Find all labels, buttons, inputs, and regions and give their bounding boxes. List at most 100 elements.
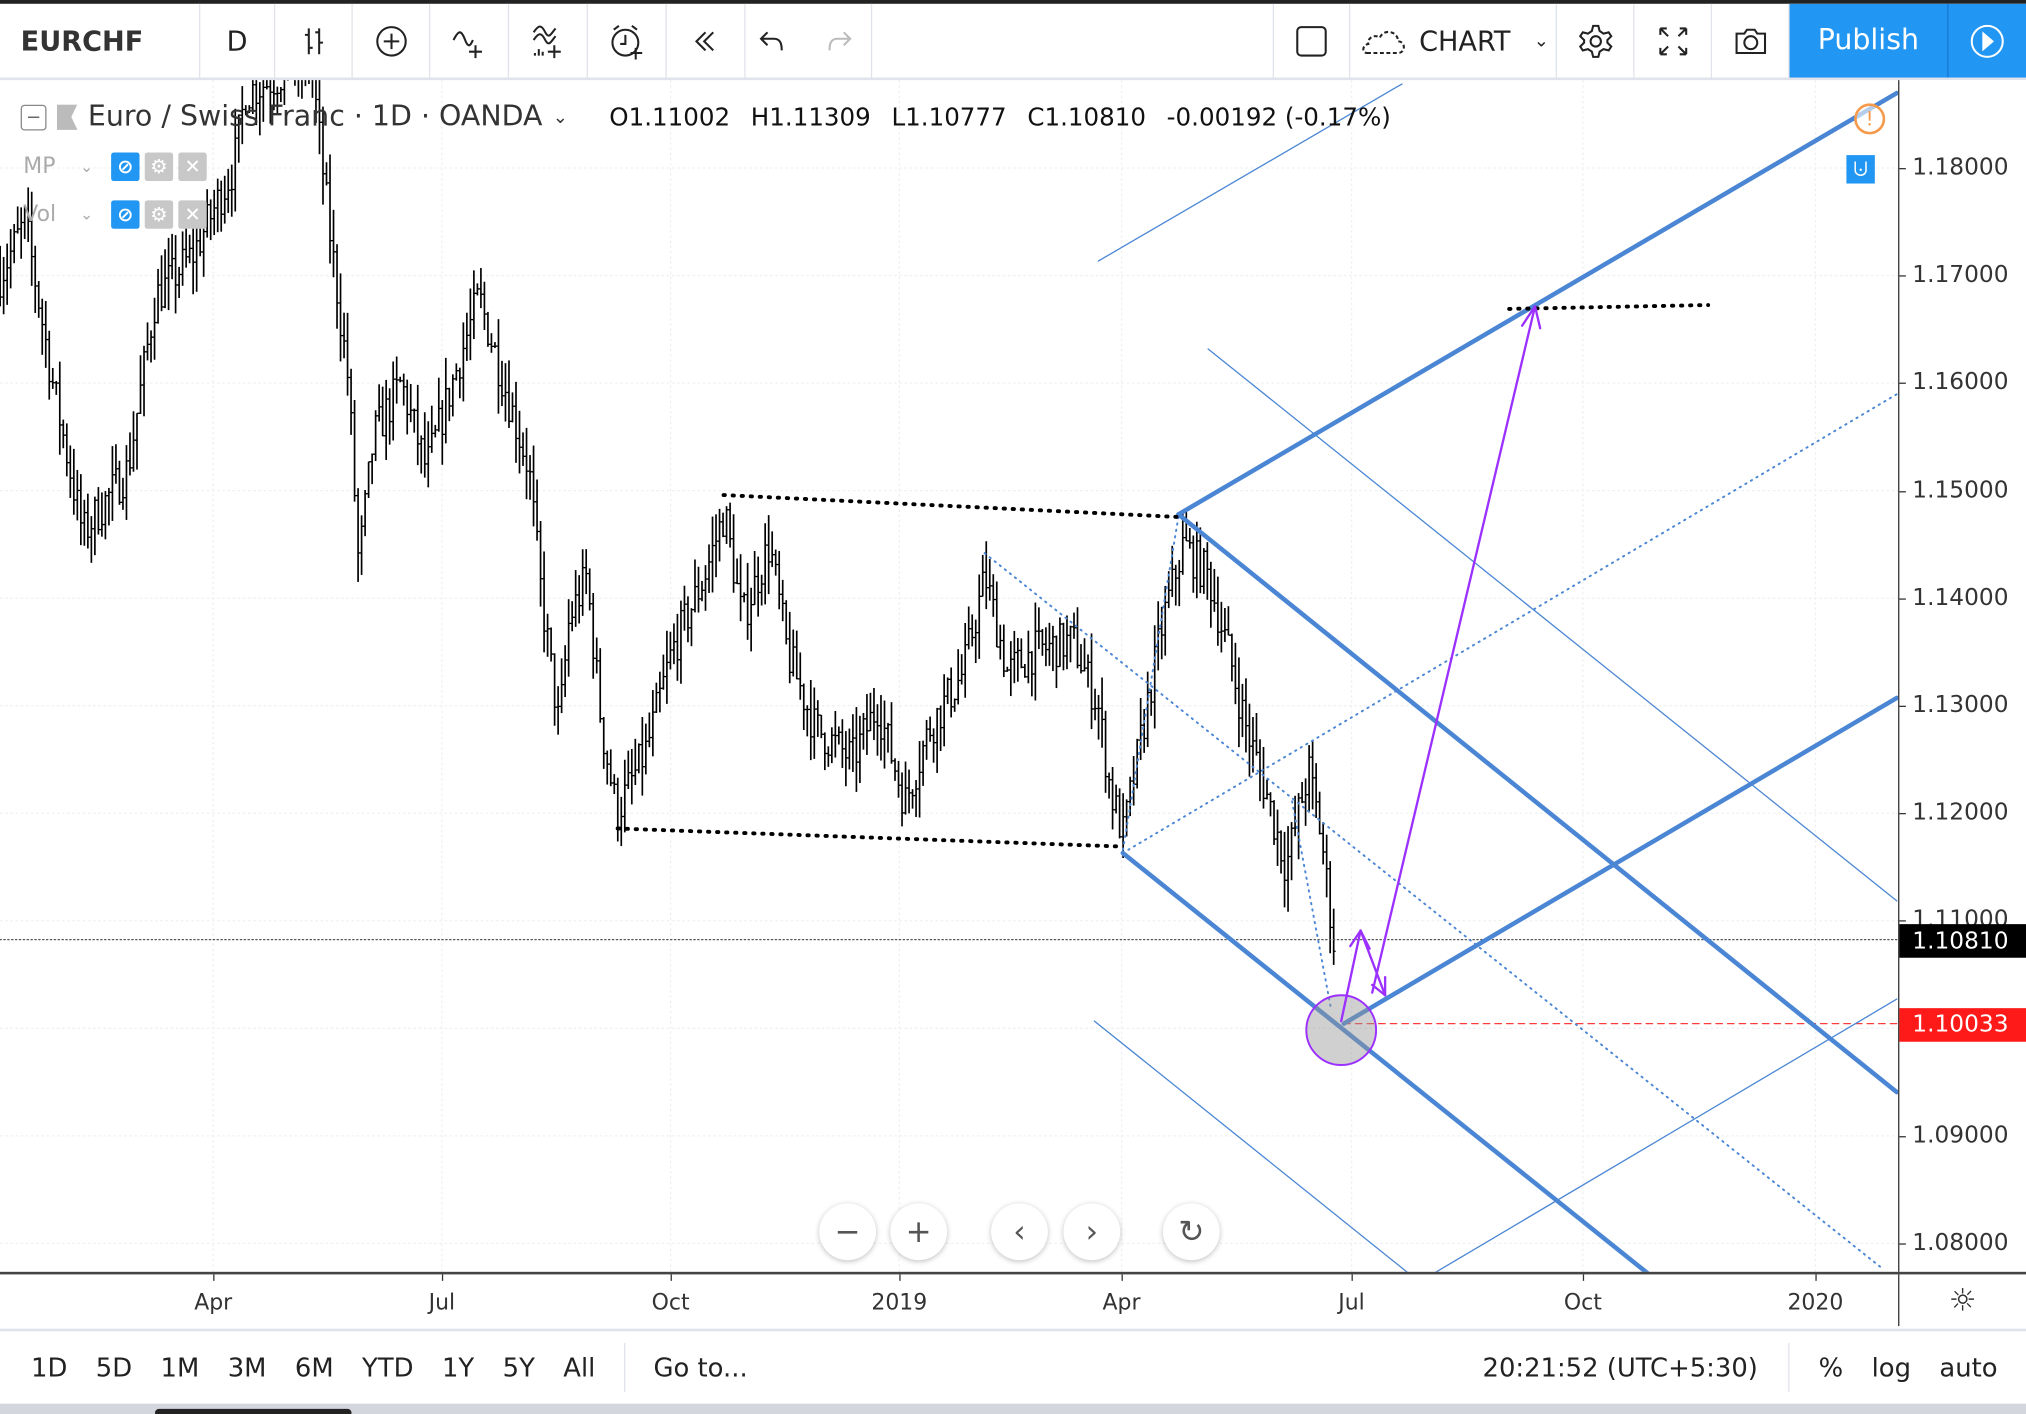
arrow-head-icon [1349,929,1362,948]
play-circle-icon [1970,24,2004,58]
hide-indicator-icon[interactable]: ⊘ [111,152,140,181]
time-axis[interactable]: ☼ Apr Jul Oct 2019 Apr Jul Oct 2020 [0,1271,2026,1327]
percent-toggle[interactable]: % [1818,1351,1844,1383]
auto-toggle[interactable]: auto [1939,1351,1998,1383]
bottom-toolbar: 1D 5D 1M 3M 6M YTD 1Y 5Y All Go to... 20:21:52 (… [0,1328,2026,1404]
chevron-down-icon: ⌄ [80,157,94,176]
collapse-legend-icon[interactable]: − [20,104,47,130]
time-tick [670,1274,672,1281]
clock[interactable]: 20:21:52 (UTC+5:30) [1483,1342,1791,1393]
highlight-circle [1305,994,1378,1066]
target-dotted-line [1507,303,1711,311]
price-tick-label: 1.14000 [1899,583,2009,612]
close-icon[interactable]: ✕ [178,152,207,181]
layout-select-button[interactable] [1272,3,1351,78]
price-tick-label: 1.18000 [1899,153,2009,181]
redo-button[interactable] [802,3,873,78]
reset-chart-button[interactable]: ↻ [1162,1203,1220,1261]
chevron-down-icon: ⌄ [80,205,94,224]
indicator-mp[interactable]: MP ⌄ ⊘ ⚙ ✕ [23,152,207,181]
channel-thin-line [1093,1020,1408,1272]
financials-button[interactable] [509,3,588,78]
zoom-out-button[interactable]: − [819,1203,877,1261]
hide-indicator-icon[interactable]: ⊘ [111,200,140,229]
support-dotted-line [615,826,1125,849]
arrow-head-icon [1371,983,1387,997]
hourglass-icon[interactable]: ⨃ [1846,155,1875,184]
price-axis[interactable]: 1.18000 1.17000 1.16000 1.15000 1.14000 1.130… [1898,80,2026,1272]
zoom-in-button[interactable]: + [890,1203,948,1261]
play-button[interactable] [1948,3,2026,78]
publish-button[interactable]: Publish [1789,3,1949,78]
minus-icon: − [834,1213,861,1250]
time-tick [1815,1274,1817,1281]
save-layout-button[interactable]: CHART ⌄ [1350,3,1557,78]
price-chart[interactable] [0,80,1899,1272]
log-toggle[interactable]: log [1871,1351,1911,1383]
channel-thin-line [1097,83,1403,262]
screenshot-button[interactable] [1712,3,1790,78]
indicator-vol[interactable]: Vol ⌄ ⊘ ⚙ ✕ [23,200,207,229]
channel-dotted-line [1291,800,1332,1010]
range-button-ytd[interactable]: YTD [362,1351,414,1383]
gear-icon[interactable]: ⚙ [144,152,174,181]
reset-icon: ↻ [1178,1213,1205,1250]
arrow-head-icon [1533,305,1542,330]
bar-style-icon [304,27,323,54]
toolbar-spacer [872,4,1273,78]
time-tick-label: Oct [1563,1289,1602,1316]
time-tick-label: Oct [651,1289,690,1316]
chevron-down-icon[interactable]: ⌄ [552,106,568,128]
alert-button[interactable] [588,3,667,78]
indicator-name: MP [23,153,56,180]
symbol-legend: − Euro / Swiss Franc · 1D · OANDA ⌄ O1.1… [20,100,1391,134]
bottom-tabs-strip [0,1403,2026,1414]
financials-add-icon [532,24,561,58]
pitchfork-parallel-line [1341,695,1899,1026]
chevron-left-icon: ‹ [1013,1213,1026,1250]
time-tick-label: Apr [194,1289,233,1316]
flag-icon[interactable] [56,104,78,130]
symbol-search-button[interactable]: EURCHF [0,3,201,78]
compare-button[interactable] [353,3,431,78]
range-button-1y[interactable]: 1Y [441,1351,475,1383]
range-button-all[interactable]: All [563,1351,596,1383]
axis-settings-button[interactable]: ☼ [1898,1274,2026,1327]
indicator-add-icon [452,30,482,58]
top-toolbar: EURCHF D CHART ⌄ Publish [0,3,2026,81]
fullscreen-button[interactable] [1635,3,1713,78]
channel-thin-line [1435,998,1898,1272]
bar-style-button[interactable] [275,3,353,78]
time-tick-label: Jul [428,1289,456,1316]
layout-name: CHART [1419,25,1511,57]
gear-icon[interactable]: ⚙ [144,200,174,229]
close-icon[interactable]: ✕ [178,200,207,229]
replay-button[interactable] [667,3,746,78]
chevron-right-icon: › [1085,1213,1099,1250]
low-value: L1.10777 [891,102,1007,132]
settings-button[interactable] [1557,3,1635,78]
price-tick-label: 1.12000 [1899,799,2009,827]
scroll-left-button[interactable]: ‹ [991,1203,1048,1261]
scroll-right-button[interactable]: › [1063,1203,1121,1261]
price-tick-label: 1.08000 [1899,1229,2009,1257]
range-button-1m[interactable]: 1M [160,1351,200,1383]
undo-button[interactable] [746,4,803,78]
range-button-1d[interactable]: 1D [31,1351,68,1383]
goto-button[interactable]: Go to... [653,1351,748,1383]
symbol-title[interactable]: Euro / Swiss Franc · 1D · OANDA [87,100,543,134]
range-button-6m[interactable]: 6M [294,1351,334,1383]
fullscreen-icon [1658,26,1687,55]
change-value: -0.00192 (-0.17%) [1166,102,1391,132]
warning-icon[interactable]: ! [1854,103,1886,135]
indicators-button[interactable] [430,3,510,78]
interval-button[interactable]: D [200,3,276,78]
time-tick [899,1274,901,1281]
price-tick-label: 1.09000 [1899,1121,2009,1149]
range-button-5y[interactable]: 5Y [502,1351,535,1383]
time-tick [1121,1274,1123,1281]
range-button-5d[interactable]: 5D [95,1351,133,1383]
rewind-icon [694,30,714,51]
range-button-3m[interactable]: 3M [227,1351,267,1383]
current-price-label: 1.10810 [1899,924,2026,959]
